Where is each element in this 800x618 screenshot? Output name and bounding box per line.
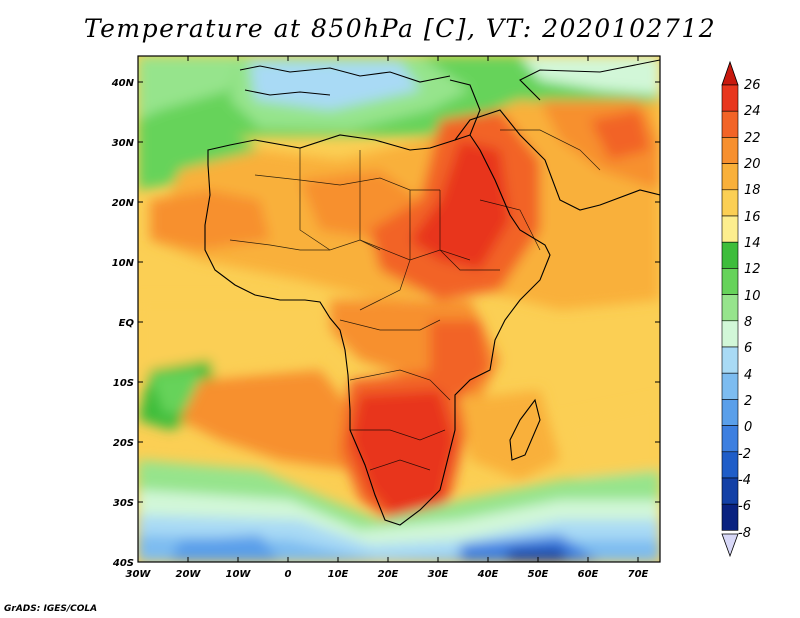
- lat-label: 10N: [112, 258, 135, 269]
- longitude-axis: 30W 20W 10W 0 10E 20E 30E 40E 50E 60E 70…: [126, 569, 649, 580]
- lon-label: 20W: [176, 569, 202, 580]
- lat-label: EQ: [119, 318, 135, 329]
- colorbar-label: 0: [744, 420, 752, 435]
- colorbar-label: 26: [744, 78, 761, 93]
- lon-label: 70E: [628, 569, 649, 580]
- lon-label: 30W: [126, 569, 152, 580]
- colorbar-swatch: [721, 137, 739, 164]
- lon-label: 60E: [578, 569, 599, 580]
- colorbar-swatch: [721, 451, 739, 479]
- colorbar-label: 12: [744, 262, 761, 277]
- lat-label: 30S: [113, 498, 134, 509]
- colorbar-label: 6: [744, 341, 752, 356]
- colorbar-label: 16: [744, 210, 761, 225]
- colorbar-swatch: [721, 241, 739, 269]
- lat-label: 20N: [112, 198, 135, 209]
- lon-label: 10W: [226, 569, 252, 580]
- country-borders: [229, 129, 601, 471]
- chart-title: Temperature at 850hPa [C], VT: 202010271…: [83, 14, 717, 43]
- lat-label: 40S: [112, 558, 134, 569]
- colorbar-bottom-arrow: [721, 533, 739, 558]
- colorbar-swatch: [721, 189, 739, 217]
- lat-label: 10S: [113, 378, 134, 389]
- colorbar-swatch: [721, 215, 739, 243]
- colorbar-top-arrow: [721, 60, 739, 86]
- colorbar-label: 22: [744, 131, 761, 146]
- grads-credit: GrADS: IGES/COLA: [4, 604, 98, 614]
- lat-label: 30N: [112, 138, 135, 149]
- axis-ticks: [137, 56, 660, 563]
- coastlines: [204, 59, 660, 526]
- colorbar-swatch: [721, 320, 739, 348]
- colorbar-label: 20: [744, 157, 761, 172]
- lat-label: 20S: [113, 438, 134, 449]
- colorbar-swatch: [721, 163, 739, 191]
- latitude-axis: 40N 30N 20N 10N EQ 10S 20S 30S 40S: [111, 78, 135, 569]
- colorbar-label: -2: [738, 447, 751, 462]
- temperature-field: [138, 56, 660, 562]
- lat-label: 40N: [111, 78, 135, 89]
- colorbar-label: -4: [738, 473, 751, 488]
- colorbar-swatch: [721, 399, 739, 426]
- plot-frame: [137, 55, 661, 563]
- colorbar-swatch: [721, 372, 739, 400]
- colorbar-swatch: [721, 268, 739, 295]
- colorbar-label: 10: [744, 289, 761, 304]
- lon-label: 0: [285, 569, 292, 580]
- colorbar-label: 2: [744, 394, 752, 409]
- colorbar-swatch: [721, 84, 739, 112]
- colorbar-label: -8: [738, 526, 751, 541]
- colorbar: 26 24 22 20 18 16 14 12 10 8 6 4 2 0 -2 …: [721, 60, 761, 558]
- lon-label: 20E: [378, 569, 399, 580]
- colorbar-swatch: [721, 503, 739, 531]
- colorbar-swatch: [721, 477, 739, 505]
- colorbar-swatch: [721, 294, 739, 322]
- lon-label: 30E: [428, 569, 449, 580]
- colorbar-label: 18: [744, 183, 761, 198]
- colorbar-label: 4: [744, 368, 752, 383]
- lon-label: 40E: [477, 569, 499, 580]
- colorbar-swatch: [721, 346, 739, 374]
- colorbar-label: 8: [744, 315, 752, 330]
- lon-label: 50E: [528, 569, 549, 580]
- colorbar-label: 14: [744, 236, 761, 251]
- colorbar-label: 24: [744, 104, 761, 119]
- colorbar-label: -6: [738, 499, 751, 514]
- lon-label: 10E: [328, 569, 349, 580]
- colorbar-swatch: [721, 110, 739, 138]
- colorbar-swatch: [721, 425, 739, 453]
